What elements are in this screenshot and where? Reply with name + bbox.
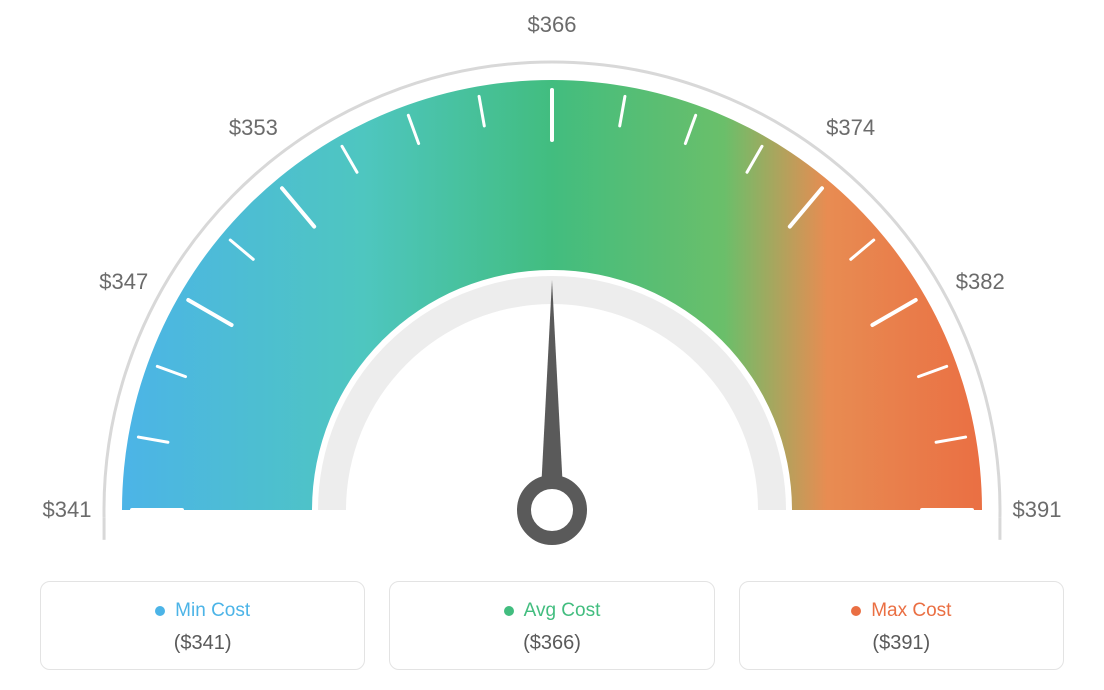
legend-card-avg: Avg Cost ($366) (389, 581, 714, 670)
legend-card-max: Max Cost ($391) (739, 581, 1064, 670)
legend-row: Min Cost ($341) Avg Cost ($366) Max Cost… (0, 581, 1104, 670)
legend-value-avg: ($366) (400, 632, 703, 655)
cost-gauge: $341 $347 $353 $366 $374 $382 $391 (0, 0, 1104, 560)
gauge-svg (0, 0, 1104, 560)
legend-label-avg: Avg Cost (524, 600, 601, 622)
gauge-tick-label: $382 (956, 269, 1005, 295)
legend-title-min: Min Cost (155, 600, 250, 622)
legend-card-min: Min Cost ($341) (40, 581, 365, 670)
legend-value-min: ($341) (51, 632, 354, 655)
legend-title-avg: Avg Cost (504, 600, 601, 622)
gauge-tick-label: $353 (229, 115, 278, 141)
gauge-tick-label: $366 (528, 12, 577, 38)
dot-icon (155, 606, 165, 616)
dot-icon (851, 606, 861, 616)
dot-icon (504, 606, 514, 616)
gauge-tick-label: $341 (43, 497, 92, 523)
legend-label-max: Max Cost (871, 600, 951, 622)
gauge-tick-label: $391 (1013, 497, 1062, 523)
legend-label-min: Min Cost (175, 600, 250, 622)
gauge-tick-label: $374 (826, 115, 875, 141)
legend-title-max: Max Cost (851, 600, 951, 622)
gauge-tick-label: $347 (99, 269, 148, 295)
legend-value-max: ($391) (750, 632, 1053, 655)
